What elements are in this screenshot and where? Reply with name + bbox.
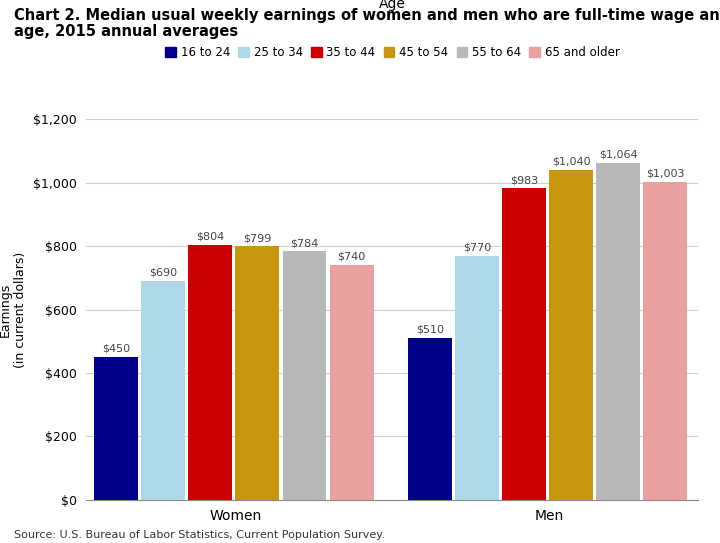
Text: $740: $740 <box>338 252 366 262</box>
Legend: 16 to 24, 25 to 34, 35 to 44, 45 to 54, 55 to 64, 65 and older: 16 to 24, 25 to 34, 35 to 44, 45 to 54, … <box>161 42 624 64</box>
Bar <box>503 188 546 500</box>
Text: Age: Age <box>379 0 406 11</box>
Text: $804: $804 <box>197 232 225 242</box>
Bar <box>596 162 640 500</box>
Text: $510: $510 <box>416 325 444 335</box>
Bar <box>141 281 185 500</box>
Bar <box>189 245 233 500</box>
Bar <box>282 251 326 500</box>
Bar <box>644 182 688 500</box>
Text: $983: $983 <box>510 175 539 185</box>
Bar <box>235 247 279 500</box>
Bar <box>408 338 452 500</box>
Bar <box>330 265 374 500</box>
Bar <box>455 256 499 500</box>
Text: Chart 2. Median usual weekly earnings of women and men who are full-time wage an: Chart 2. Median usual weekly earnings of… <box>14 8 720 23</box>
Text: $784: $784 <box>290 238 319 248</box>
Text: $1,040: $1,040 <box>552 157 590 167</box>
Text: $1,003: $1,003 <box>646 169 685 179</box>
Y-axis label: Earnings
(in current dollars): Earnings (in current dollars) <box>0 251 27 368</box>
Text: age, 2015 annual averages: age, 2015 annual averages <box>14 24 238 40</box>
Text: $450: $450 <box>102 344 130 354</box>
Text: $799: $799 <box>243 233 271 243</box>
Text: $1,064: $1,064 <box>599 149 638 160</box>
Text: Source: U.S. Bureau of Labor Statistics, Current Population Survey.: Source: U.S. Bureau of Labor Statistics,… <box>14 531 385 540</box>
Bar <box>549 170 593 500</box>
Text: $770: $770 <box>463 243 491 252</box>
Bar <box>94 357 138 500</box>
Text: $690: $690 <box>149 268 177 278</box>
